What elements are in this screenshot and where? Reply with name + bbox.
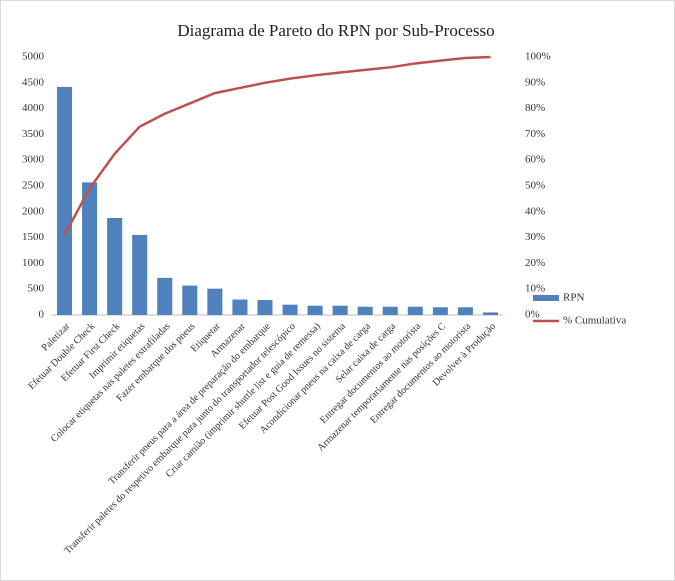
y-tick-label: 1500	[22, 231, 45, 243]
bar	[307, 305, 323, 315]
bar	[482, 312, 498, 315]
y-tick-label: 4000	[22, 102, 45, 114]
bar	[207, 288, 223, 315]
y-tick-label: 3000	[22, 154, 45, 166]
y2-tick-label: 90%	[525, 76, 545, 88]
bar	[232, 299, 248, 315]
bar	[282, 304, 298, 315]
bar	[257, 300, 273, 315]
y2-tick-label: 40%	[525, 205, 545, 217]
y2-tick-label: 100%	[525, 51, 551, 63]
bar	[82, 182, 98, 315]
y2-tick-label: 0%	[525, 309, 540, 321]
bar	[407, 306, 423, 315]
chart-title: Diagrama de Pareto do RPN por Sub-Proces…	[177, 21, 494, 40]
legend-label: RPN	[563, 292, 584, 304]
y-tick-label: 500	[28, 283, 45, 295]
legend-swatch	[533, 295, 559, 301]
bar	[57, 86, 73, 315]
line	[63, 55, 491, 236]
y-tick-label: 1000	[22, 257, 45, 269]
bar	[457, 307, 473, 315]
y2-tick-label: 30%	[525, 231, 545, 243]
bar	[182, 285, 198, 315]
y2-tick-label: 70%	[525, 128, 545, 140]
bar	[107, 217, 123, 315]
bar	[382, 306, 398, 315]
y2-tick-label: 20%	[525, 257, 545, 269]
y-tick-label: 2500	[22, 180, 45, 192]
bar	[357, 306, 373, 315]
y-tick-label: 3500	[22, 128, 45, 140]
y-tick-label: 0	[39, 309, 45, 321]
y2-tick-label: 60%	[525, 154, 545, 166]
bar	[132, 235, 148, 315]
bar	[157, 277, 173, 315]
y-tick-label: 4500	[22, 76, 45, 88]
bar	[432, 307, 448, 315]
legend-label: % Cumulativa	[563, 315, 626, 327]
y-tick-label: 5000	[22, 51, 45, 63]
y2-tick-label: 50%	[525, 180, 545, 192]
y-tick-label: 2000	[22, 205, 45, 217]
y2-tick-label: 80%	[525, 102, 545, 114]
bar	[332, 305, 348, 315]
y2-tick-label: 10%	[525, 283, 545, 295]
